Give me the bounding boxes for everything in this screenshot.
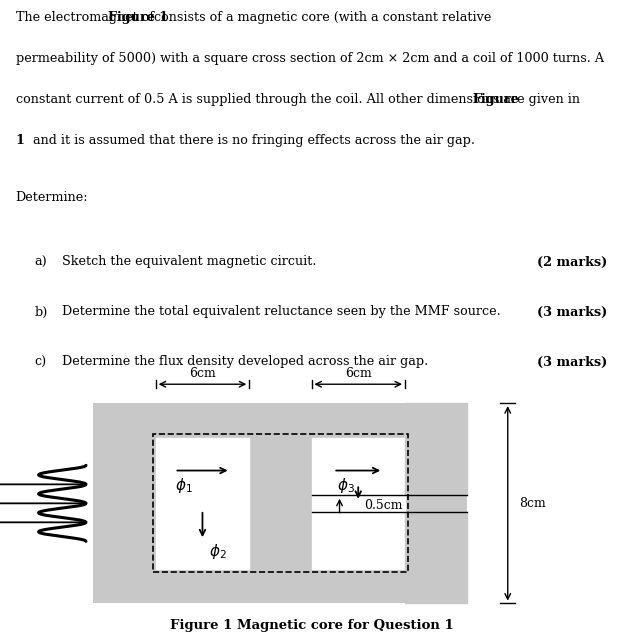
Text: Figure 1 Magnetic core for Question 1: Figure 1 Magnetic core for Question 1 [169,619,454,632]
Text: consists of a magnetic core (with a constant relative: consists of a magnetic core (with a cons… [150,11,491,24]
Text: 6cm: 6cm [345,367,371,380]
Text: Determine the flux density developed across the air gap.: Determine the flux density developed acr… [62,355,429,369]
Text: constant current of 0.5 A is supplied through the coil. All other dimensions are: constant current of 0.5 A is supplied th… [16,93,584,106]
Text: 6cm: 6cm [189,367,216,380]
Text: permeability of 5000) with a square cross section of 2cm × 2cm and a coil of 100: permeability of 5000) with a square cros… [16,52,604,65]
Text: $\phi_2$: $\phi_2$ [209,542,226,561]
Bar [405,403,467,495]
Text: Determine:: Determine: [16,191,88,204]
Text: a): a) [34,255,47,269]
Text: Determine the total equivalent reluctance seen by the MMF source.: Determine the total equivalent reluctanc… [62,306,501,318]
Bar [312,438,405,569]
Text: The electromagnet of: The electromagnet of [16,11,158,24]
Text: $\phi_1$: $\phi_1$ [175,476,193,494]
Bar [93,403,467,604]
Text: b): b) [34,306,47,318]
Text: (2 marks): (2 marks) [537,255,607,269]
Text: $\phi_3$: $\phi_3$ [337,476,354,494]
Text: Figure 1: Figure 1 [108,11,168,24]
Text: (3 marks): (3 marks) [537,355,607,369]
Text: (3 marks): (3 marks) [537,306,607,318]
Bar [405,512,467,604]
Text: and it is assumed that there is no fringing effects across the air gap.: and it is assumed that there is no fring… [29,134,475,147]
Text: 8cm: 8cm [519,497,546,510]
Text: 1: 1 [16,134,24,147]
Bar [153,434,408,572]
Bar [156,438,249,569]
Text: 0.5cm: 0.5cm [364,498,403,512]
Text: c): c) [34,355,47,369]
Text: Figure: Figure [472,93,519,106]
Text: Sketch the equivalent magnetic circuit.: Sketch the equivalent magnetic circuit. [62,255,317,269]
